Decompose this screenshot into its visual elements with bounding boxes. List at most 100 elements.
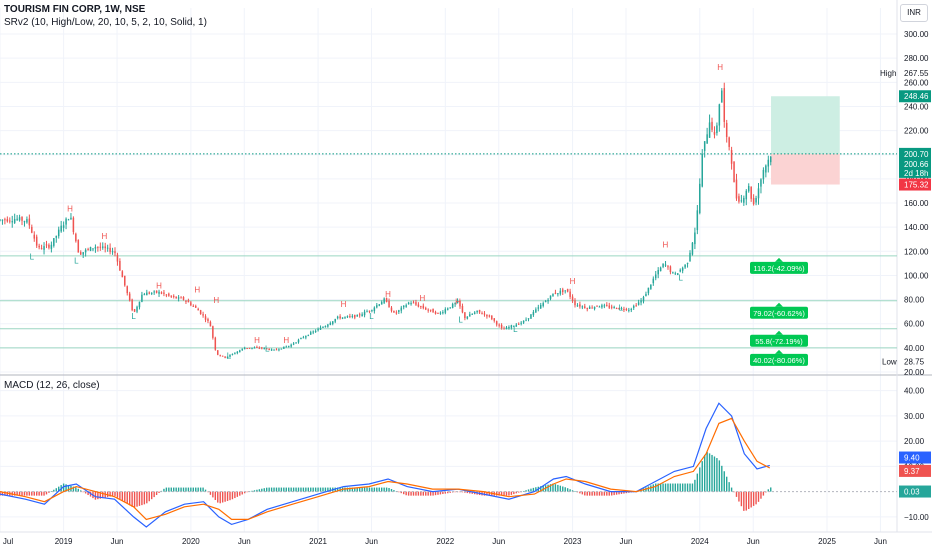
candle-body-220[interactable] (537, 307, 540, 309)
candle-body-281[interactable] (686, 262, 689, 264)
candle-body-28[interactable] (67, 219, 70, 221)
candle-body-252[interactable] (615, 308, 618, 310)
candle-body-255[interactable] (623, 308, 625, 310)
candle-body-313[interactable] (765, 165, 767, 173)
candle-body-18[interactable] (43, 246, 45, 250)
candles[interactable] (0, 82, 772, 359)
candle-body-269[interactable] (657, 269, 659, 275)
candle-body-230[interactable] (562, 289, 564, 293)
candle-body-155[interactable] (378, 304, 381, 306)
candle-body-248[interactable] (606, 304, 608, 306)
candle-body-78[interactable] (190, 302, 192, 306)
candle-body-287[interactable] (701, 154, 703, 187)
candle-body-22[interactable] (53, 238, 55, 246)
candle-body-227[interactable] (554, 292, 557, 294)
candle-body-144[interactable] (351, 315, 354, 317)
candle-body-92[interactable] (224, 356, 226, 358)
candle-body-294[interactable] (718, 104, 721, 126)
candle-body-79[interactable] (192, 305, 195, 307)
candle-body-83[interactable] (202, 314, 204, 316)
candle-body-149[interactable] (363, 311, 366, 316)
candle-body-226[interactable] (552, 293, 554, 297)
candle-body-90[interactable] (219, 355, 221, 357)
candle-body-203[interactable] (495, 321, 498, 325)
candle-body-268[interactable] (654, 274, 657, 279)
candle-body-297[interactable] (725, 122, 728, 137)
candle-body-53[interactable] (128, 293, 131, 301)
candle-body-237[interactable] (579, 304, 581, 307)
candle-body-61[interactable] (148, 292, 151, 294)
candle-body-239[interactable] (584, 306, 586, 309)
macd-series-0[interactable] (0, 402, 770, 528)
candle-body-37[interactable] (89, 247, 92, 251)
candle-body-201[interactable] (491, 315, 493, 320)
candle-body-85[interactable] (207, 319, 209, 321)
candle-body-9[interactable] (21, 216, 23, 221)
candle-body-160[interactable] (390, 307, 393, 311)
candle-body-223[interactable] (544, 301, 547, 303)
candle-body-234[interactable] (571, 296, 574, 301)
candle-body-277[interactable] (677, 273, 679, 275)
candle-body-270[interactable] (659, 267, 662, 272)
candle-body-178[interactable] (434, 311, 437, 314)
candle-body-307[interactable] (750, 186, 752, 199)
candle-body-301[interactable] (735, 179, 738, 199)
candle-body-186[interactable] (454, 303, 456, 305)
candle-body-77[interactable] (187, 300, 190, 303)
candle-body-190[interactable] (464, 312, 466, 319)
candle-body-204[interactable] (498, 324, 500, 326)
candle-body-19[interactable] (45, 244, 48, 246)
candle-body-193[interactable] (471, 313, 473, 315)
candle-body-279[interactable] (681, 267, 684, 271)
candle-body-214[interactable] (522, 320, 525, 323)
candle-body-138[interactable] (336, 316, 339, 319)
candle-body-211[interactable] (515, 324, 518, 327)
candle-body-291[interactable] (711, 121, 713, 130)
macd-value-badge[interactable] (899, 451, 931, 464)
candle-body-17[interactable] (40, 248, 43, 250)
currency-selector[interactable]: INR (900, 4, 928, 22)
candle-body-164[interactable] (400, 307, 403, 311)
candle-body-21[interactable] (50, 244, 53, 249)
candle-body-169[interactable] (412, 302, 415, 304)
candle-body-310[interactable] (757, 188, 760, 199)
candle-body-184[interactable] (449, 307, 451, 309)
candle-body-179[interactable] (437, 312, 439, 314)
candle-body-3[interactable] (6, 219, 9, 222)
candle-body-72[interactable] (175, 296, 177, 299)
candle-body-129[interactable] (314, 330, 317, 332)
candle-body-81[interactable] (197, 308, 199, 311)
candle-body-57[interactable] (138, 301, 141, 308)
candle-body-99[interactable] (241, 348, 243, 350)
candle-body-51[interactable] (124, 275, 126, 286)
candle-body-123[interactable] (300, 337, 302, 340)
candle-body-65[interactable] (158, 291, 160, 294)
candle-body-66[interactable] (160, 292, 163, 294)
candle-body-125[interactable] (305, 335, 307, 338)
candle-body-145[interactable] (354, 314, 356, 318)
candle-body-46[interactable] (111, 251, 114, 253)
candle-body-45[interactable] (109, 247, 111, 252)
candle-body-256[interactable] (625, 309, 628, 311)
support-label-box-1[interactable] (750, 306, 808, 319)
candle-body-141[interactable] (344, 316, 346, 318)
candle-body-177[interactable] (432, 308, 434, 313)
candle-body-16[interactable] (38, 245, 40, 248)
candle-body-93[interactable] (226, 356, 229, 359)
candle-body-52[interactable] (126, 286, 128, 294)
candle-body-24[interactable] (57, 229, 60, 237)
candle-body-147[interactable] (358, 314, 361, 316)
candle-body-282[interactable] (689, 252, 691, 262)
candle-body-289[interactable] (706, 134, 708, 144)
candle-body-124[interactable] (302, 337, 305, 339)
candle-body-243[interactable] (593, 306, 596, 309)
candle-body-218[interactable] (532, 311, 535, 316)
candle-body-296[interactable] (723, 88, 726, 122)
candle-body-216[interactable] (527, 318, 530, 320)
candle-body-87[interactable] (212, 326, 214, 338)
candle-body-58[interactable] (141, 294, 143, 302)
candle-body-303[interactable] (740, 200, 743, 202)
candle-body-109[interactable] (265, 348, 268, 350)
candle-body-41[interactable] (99, 246, 102, 248)
